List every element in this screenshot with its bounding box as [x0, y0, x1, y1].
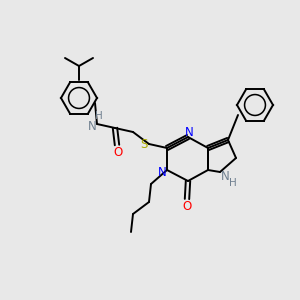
Text: O: O — [182, 200, 192, 212]
Text: H: H — [229, 178, 237, 188]
Text: N: N — [158, 167, 166, 179]
Text: S: S — [140, 139, 148, 152]
Text: N: N — [220, 170, 230, 184]
Text: O: O — [113, 146, 123, 158]
Text: N: N — [88, 119, 96, 133]
Text: H: H — [95, 111, 103, 121]
Text: N: N — [184, 127, 194, 140]
